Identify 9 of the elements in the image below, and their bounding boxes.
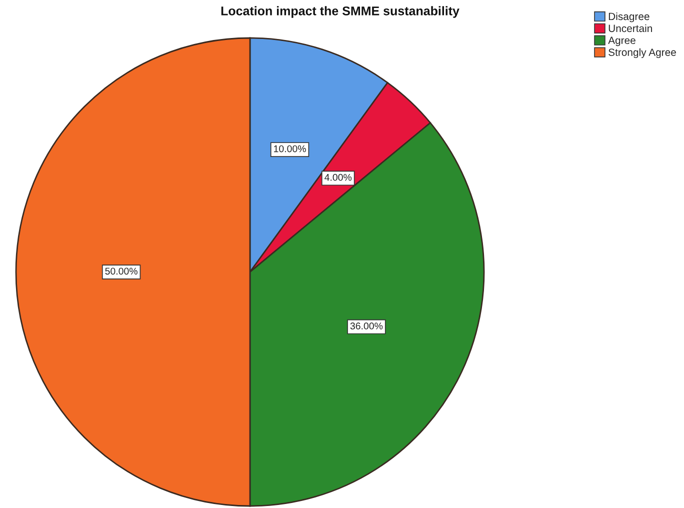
legend-label: Strongly Agree [608, 48, 676, 58]
legend-label: Uncertain [608, 24, 652, 32]
legend-label: Disagree [608, 12, 650, 22]
data-label: 10.00% [274, 145, 306, 152]
data-label: 36.00% [350, 322, 383, 330]
legend-label: Agree [608, 36, 636, 46]
chart-title: Location impact the SMME sustanability [221, 6, 460, 18]
data-label: 4.00% [324, 174, 352, 181]
data-label: 50.00% [105, 268, 138, 275]
